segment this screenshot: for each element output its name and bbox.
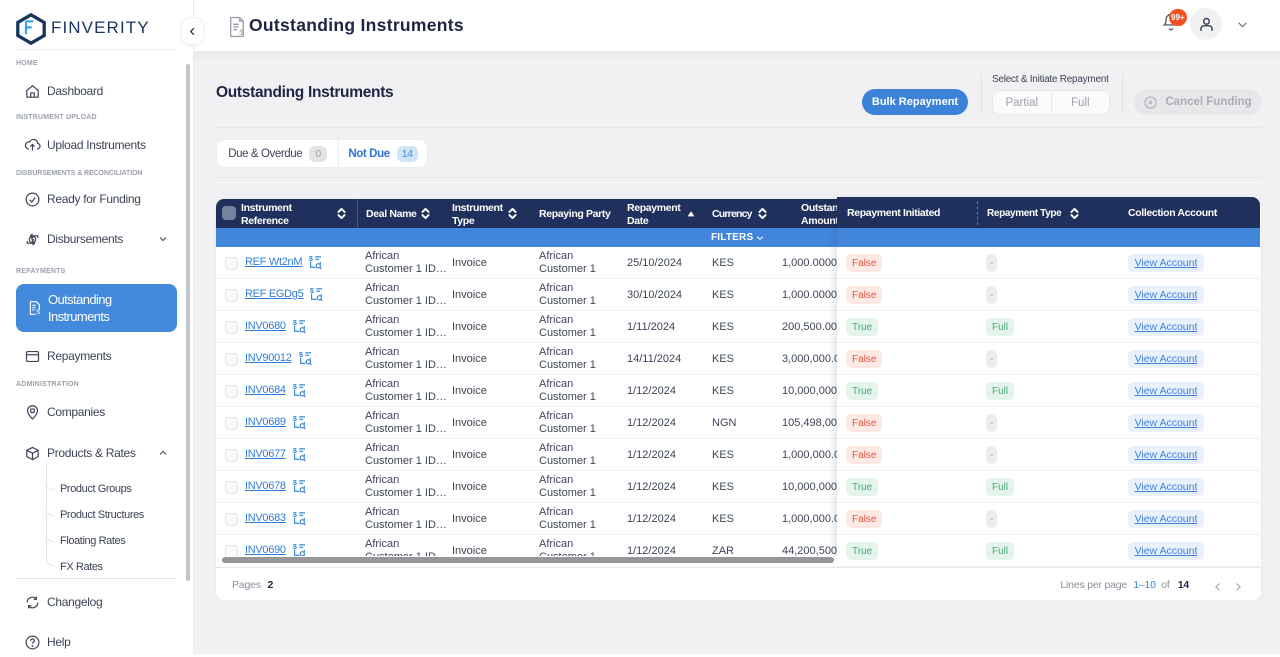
svg-text:$: $ [293,512,297,519]
svg-text:$: $ [293,320,297,327]
svg-text:$: $ [36,309,40,316]
svg-text:$: $ [239,28,243,37]
svg-text:$: $ [299,352,303,359]
svg-text:$: $ [293,544,297,551]
svg-text:$: $ [293,480,297,487]
svg-text:$: $ [293,416,297,423]
svg-text:$: $ [309,256,313,263]
svg-text:$: $ [293,384,297,391]
svg-text:$: $ [293,448,297,455]
svg-text:$: $ [310,288,314,295]
